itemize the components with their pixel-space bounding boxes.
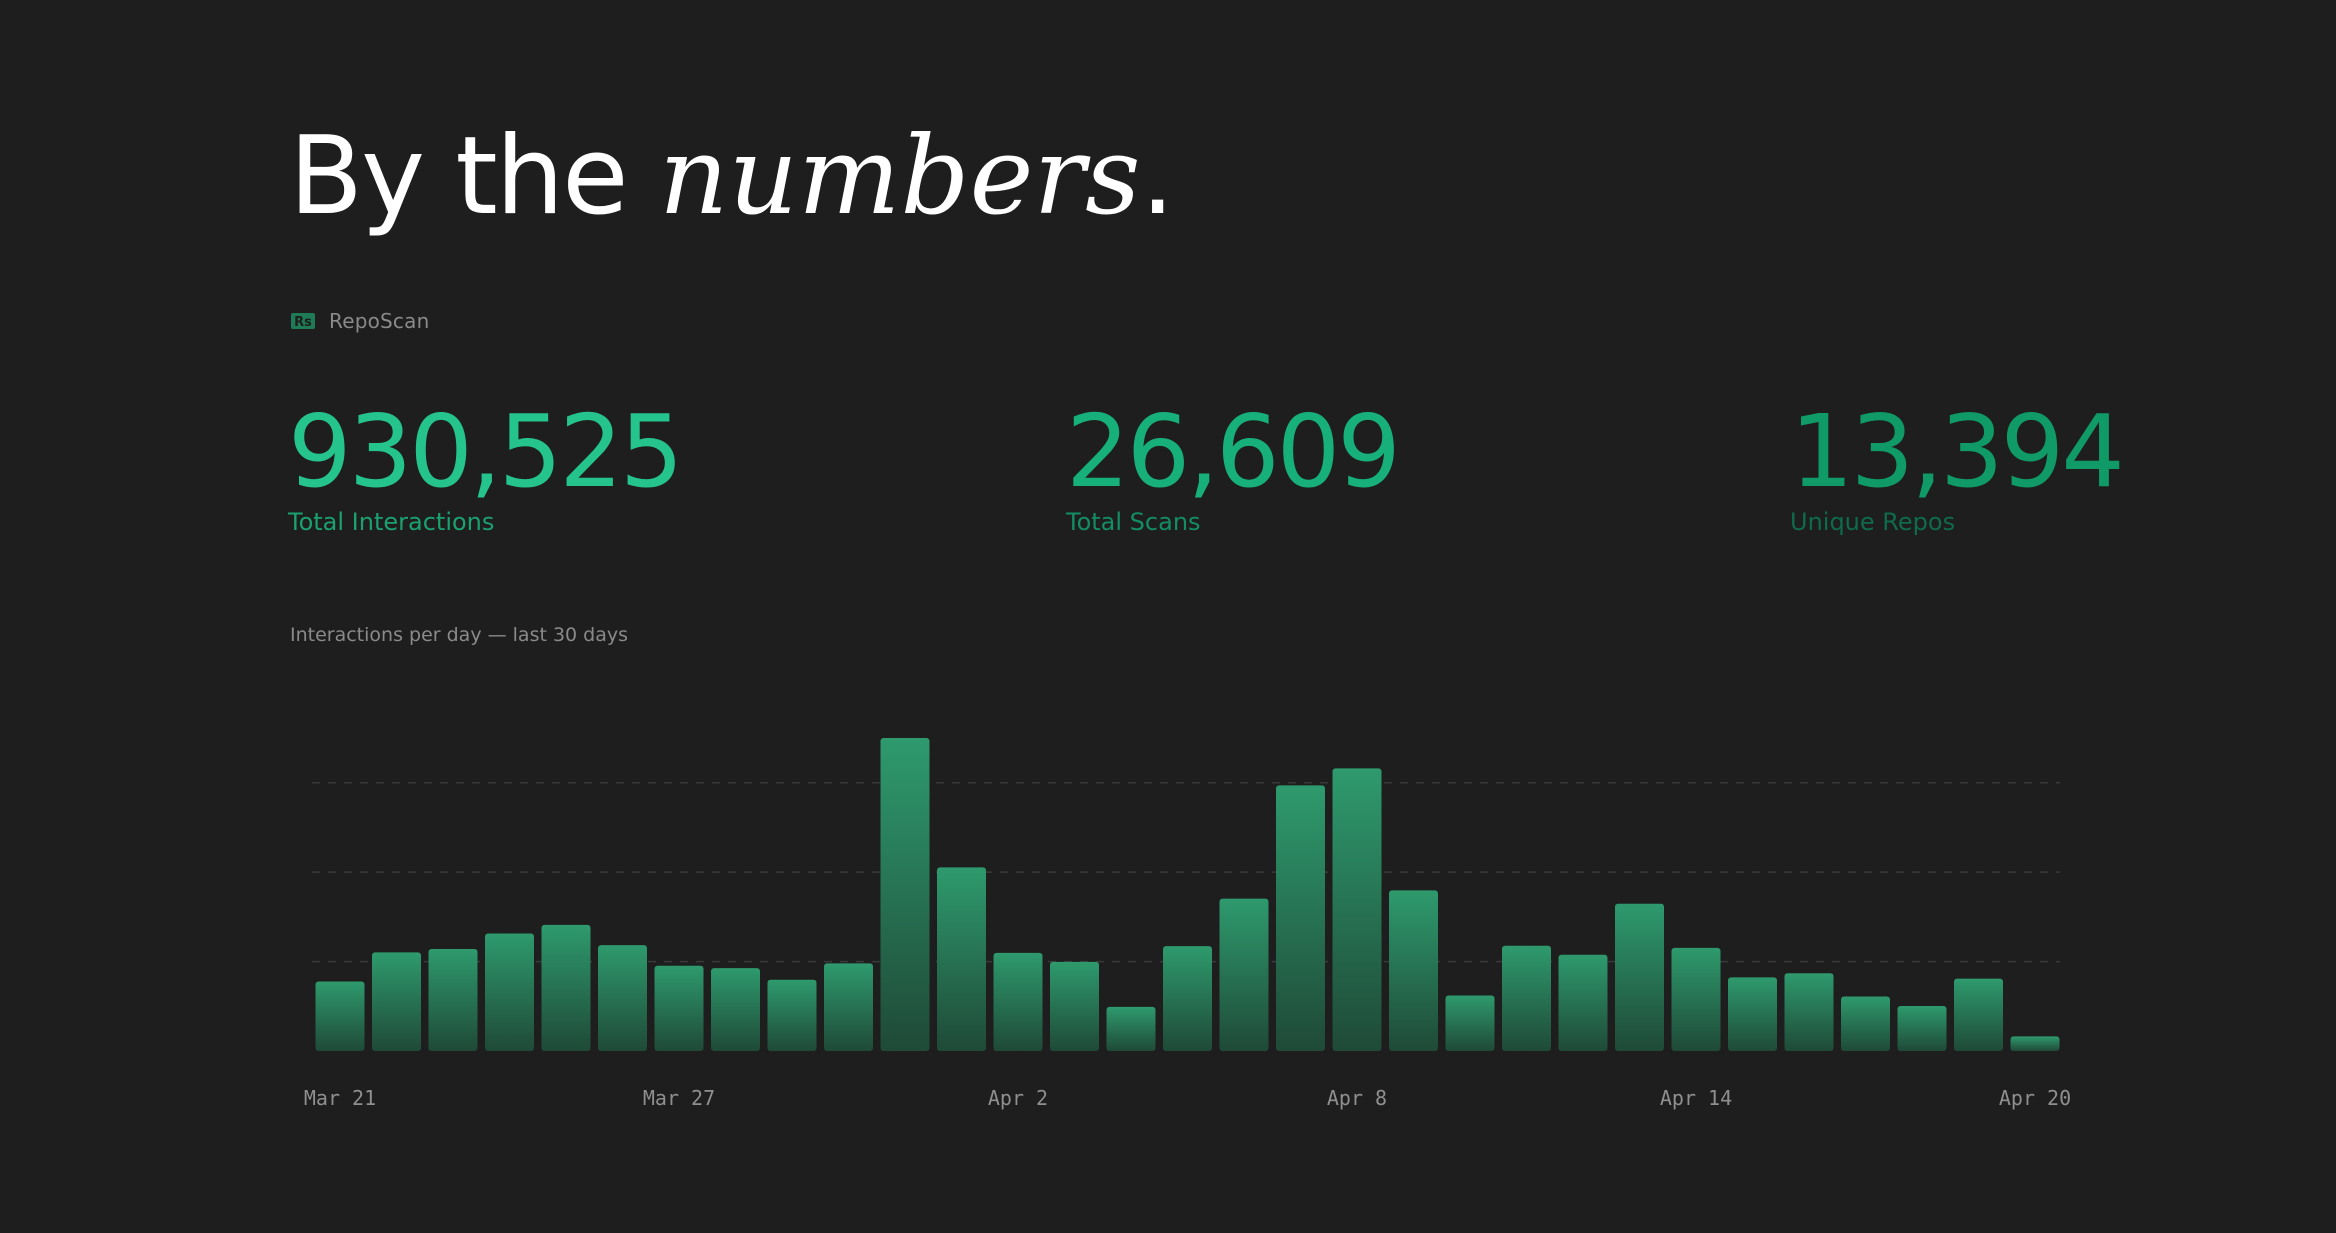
bar: Apr 9: 53900: [1389, 890, 1438, 1051]
x-tick-label: Apr 20: [1999, 1086, 2071, 1110]
bar: Apr 4: 14800: [1106, 1006, 1156, 1051]
svg-text:Rs: Rs: [294, 315, 312, 330]
bar: Apr 15: 24700: [1728, 977, 1777, 1051]
stat-value: 930,525: [288, 393, 684, 510]
bar: Apr 19: 24300: [1954, 978, 2003, 1051]
bar: Apr 2: 32900: [993, 952, 1043, 1051]
stat-total-interactions: 930,525 Total Interactions: [288, 393, 684, 537]
page-title-plain: By the: [289, 114, 659, 239]
page-title-end: .: [1140, 114, 1175, 239]
bar: Apr 18: 15100: [1897, 1005, 1947, 1051]
x-tick-label: Mar 27: [643, 1086, 715, 1110]
bar: Apr 3: 29900: [1050, 961, 1099, 1051]
page-title: By the numbers.: [289, 112, 1175, 242]
bar: Mar 21: 23300: [315, 981, 365, 1051]
bar: Apr 11: 35300: [1502, 945, 1551, 1051]
bar: Mar 29: 23900: [767, 979, 817, 1051]
stat-unique-repos: 13,394 Unique Repos: [1790, 393, 2125, 537]
stat-label: Total Interactions: [288, 508, 495, 536]
x-tick-label: Apr 2: [988, 1086, 1048, 1110]
bar: Mar 23: 34200: [428, 949, 478, 1051]
brand: Rs RepoScan: [291, 306, 429, 336]
bar: Apr 5: 35200: [1163, 946, 1212, 1051]
chart-caption: Interactions per day — last 30 days: [290, 624, 629, 646]
bar: Apr 20: 4900: [2010, 1036, 2060, 1051]
bar: Apr 6: 51100: [1219, 898, 1269, 1051]
stat-label: Total Scans: [1066, 508, 1201, 536]
stat-label: Unique Repos: [1790, 508, 1956, 536]
bar: Apr 13: 49400: [1615, 903, 1664, 1051]
bar: Apr 16: 26100: [1784, 973, 1834, 1051]
bar: Mar 24: 39400: [485, 933, 534, 1051]
bar: Apr 17: 18300: [1841, 996, 1890, 1051]
bar: Apr 10: 18600: [1445, 995, 1495, 1051]
bar: Apr 12: 32300: [1558, 954, 1608, 1051]
bar: Apr 7: 89100: [1276, 785, 1325, 1051]
stat-value: 26,609: [1066, 393, 1401, 510]
x-tick-label: Apr 14: [1660, 1086, 1732, 1110]
bar: Mar 30: 29400: [824, 963, 873, 1051]
brand-logo-icon: Rs: [291, 313, 315, 330]
x-tick-label: Mar 21: [304, 1086, 376, 1110]
stat-value: 13,394: [1790, 393, 2125, 510]
stat-total-scans: 26,609 Total Scans: [1066, 393, 1401, 537]
bar: Apr 1: 61600: [937, 867, 986, 1051]
brand-name: RepoScan: [329, 309, 430, 333]
bar: Mar 25: 42300: [541, 924, 591, 1051]
bar: Apr 14: 34600: [1671, 947, 1721, 1051]
bar: Mar 26: 35500: [598, 945, 647, 1051]
x-tick-label: Apr 8: [1327, 1086, 1387, 1110]
bar: Apr 8: 94800: [1332, 768, 1382, 1051]
page-title-emphasis: numbers: [658, 114, 1141, 239]
bar: Mar 28: 27800: [711, 968, 760, 1051]
bar: Mar 27: 28600: [654, 965, 704, 1051]
bar: Mar 22: 33100: [372, 952, 421, 1051]
bar: Mar 31: 105000: [880, 738, 930, 1051]
interactions-bar-chart: Mar 21: 23300Mar 22: 33100Mar 23: 34200M…: [304, 738, 2071, 1110]
